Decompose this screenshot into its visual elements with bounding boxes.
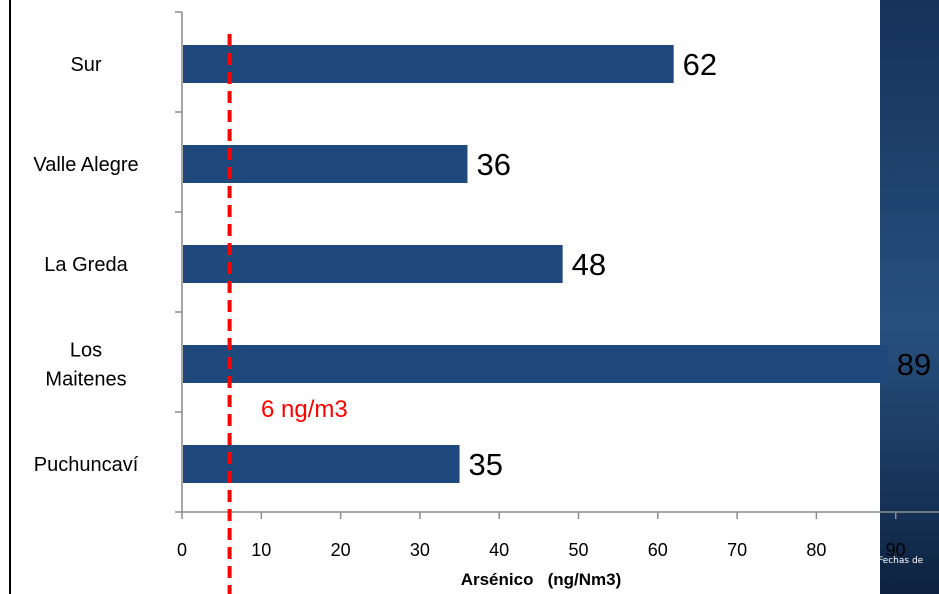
x-tick-label: 50 <box>568 540 588 560</box>
x-tick-label: 10 <box>251 540 271 560</box>
category-label: Maitenes <box>45 369 126 391</box>
x-tick-label: 0 <box>177 540 187 560</box>
x-tick-label: 40 <box>489 540 509 560</box>
reference-line-label: 6 ng/m3 <box>261 396 348 423</box>
category-label: La Greda <box>44 254 128 276</box>
data-label: 62 <box>683 47 717 82</box>
data-label: 89 <box>897 347 931 382</box>
x-tick-label: 70 <box>727 540 747 560</box>
category-label: Valle Alegre <box>33 154 138 176</box>
x-tick-label: 80 <box>806 540 826 560</box>
data-label: 48 <box>572 247 606 282</box>
bar <box>183 445 460 483</box>
x-axis-label: Arsénico (ng/Nm3) <box>461 570 622 589</box>
background-caption: Fechas de <box>878 556 924 566</box>
background-photo-texture <box>880 0 939 594</box>
bar <box>183 145 468 183</box>
x-tick-label: 90 <box>886 540 906 560</box>
category-label: Puchuncaví <box>34 454 139 476</box>
category-label: Sur <box>70 54 101 76</box>
x-tick-label: 30 <box>410 540 430 560</box>
x-tick-label: 20 <box>331 540 351 560</box>
bar <box>183 245 563 283</box>
category-label: Los <box>70 340 102 362</box>
x-tick-label: 60 <box>648 540 668 560</box>
data-label: 35 <box>469 447 503 482</box>
bar <box>183 45 674 83</box>
bar <box>183 345 888 383</box>
data-label: 36 <box>476 147 510 182</box>
chart-area-background <box>0 0 880 594</box>
